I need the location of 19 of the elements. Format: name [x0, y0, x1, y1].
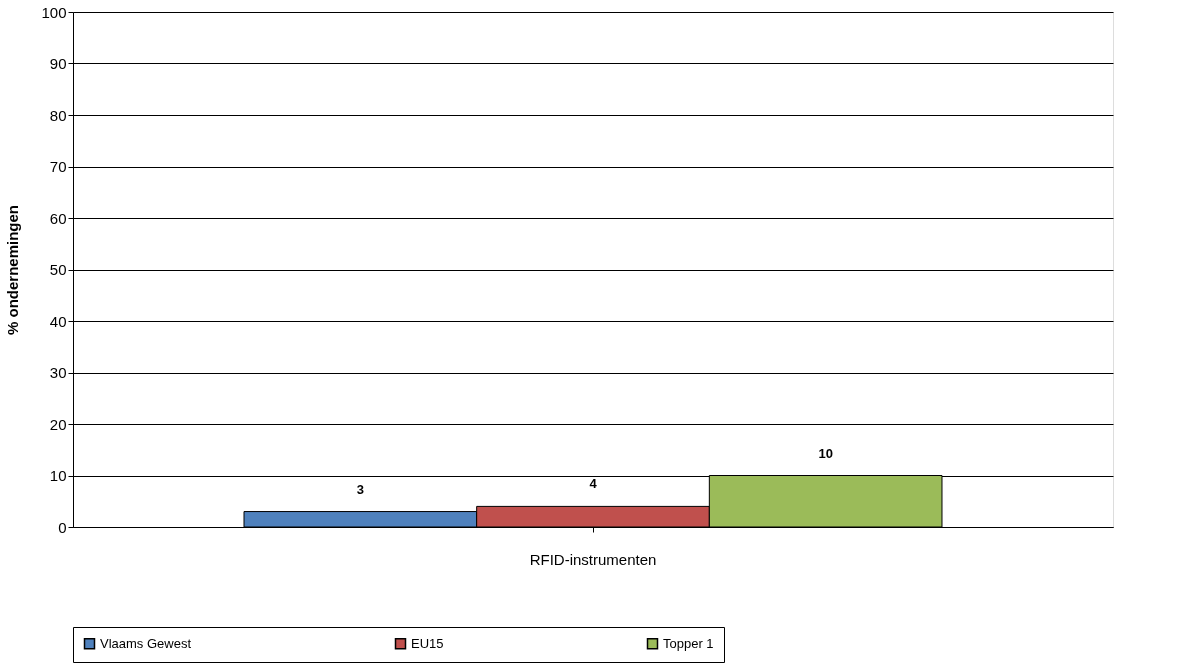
legend-label: Vlaams Gewest	[100, 635, 192, 651]
data-label: 4	[589, 476, 598, 492]
legend-label: Topper 1	[663, 635, 714, 651]
y-tick-label: 60	[49, 209, 67, 227]
y-tick-label: 50	[49, 261, 67, 278]
y-tick-label: 90	[49, 55, 67, 72]
x-tick-label: RFID-instrumenten	[529, 550, 657, 568]
y-tick-label: 40	[49, 312, 67, 330]
y-tick-label: 10	[49, 467, 67, 484]
y-tick-label: 20	[49, 415, 67, 433]
data-label: 3	[356, 481, 364, 497]
y-axis-title: % ondernemingen	[4, 204, 22, 336]
y-tick-label: 30	[49, 364, 67, 381]
data-label: 10	[818, 445, 833, 461]
y-tick-label: 70	[49, 158, 67, 175]
y-tick-label: 100	[41, 3, 67, 21]
y-tick-label: 80	[49, 106, 67, 124]
legend-label: EU15	[411, 635, 444, 651]
y-tick-label: 0	[58, 518, 67, 536]
